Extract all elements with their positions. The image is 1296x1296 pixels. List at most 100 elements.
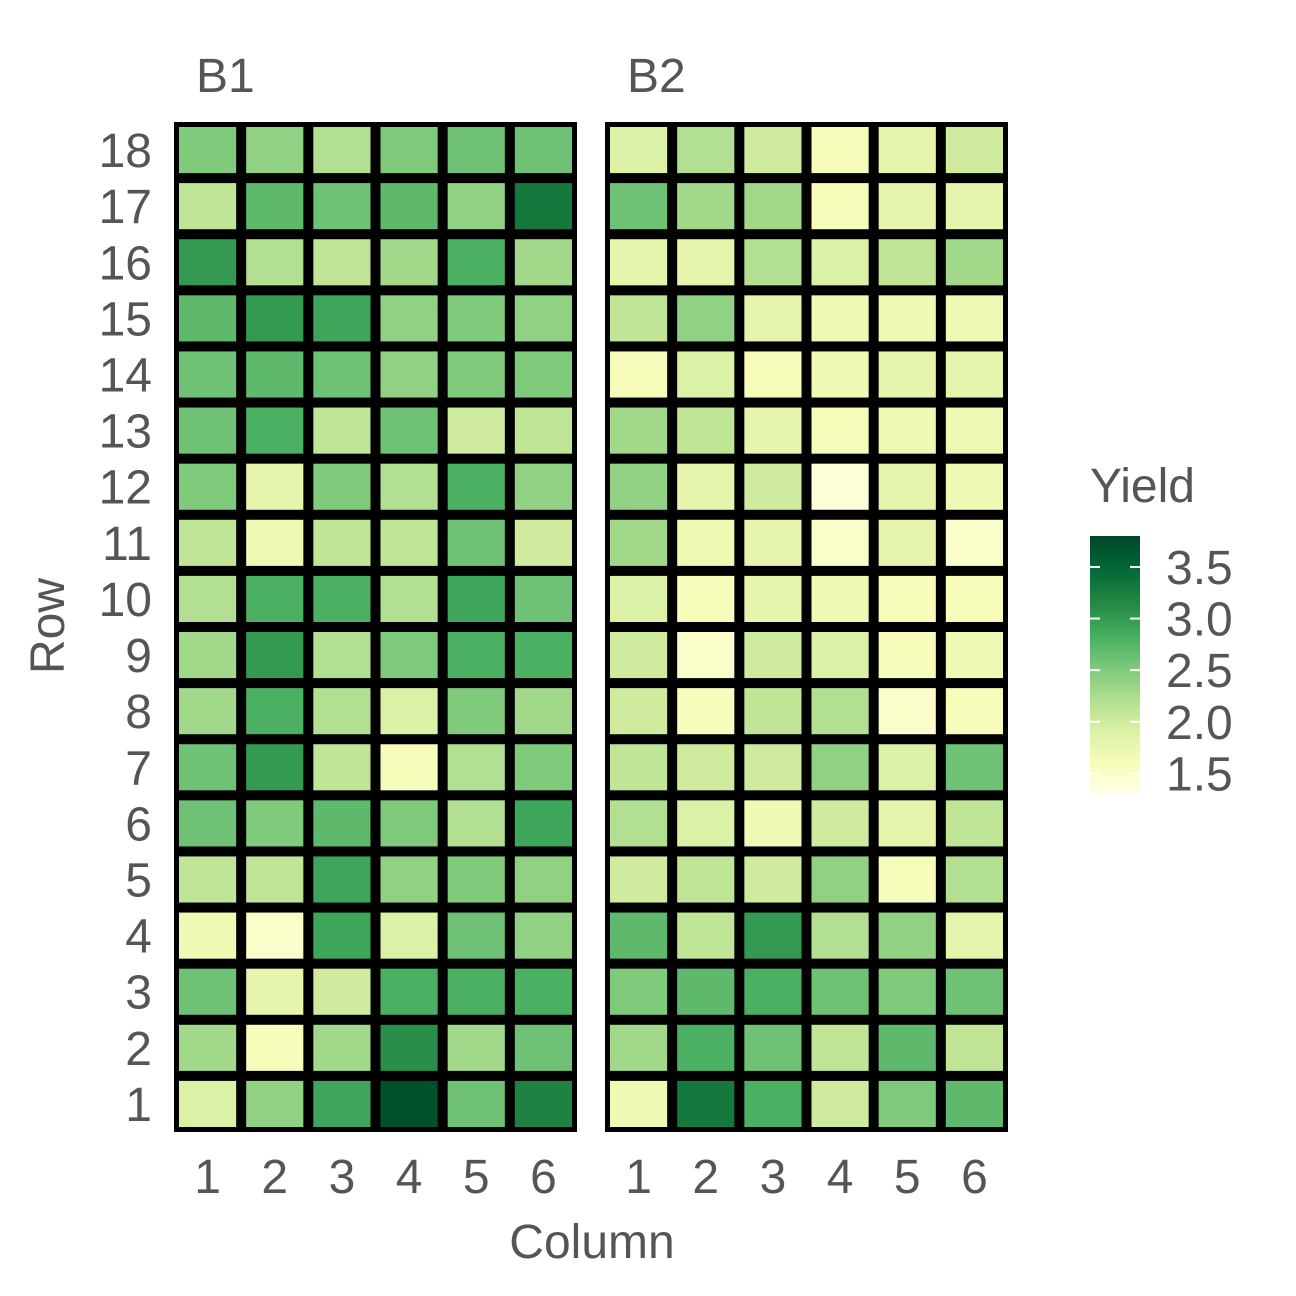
y-tick-label: 17 [99,181,152,234]
heatmap-cell [380,744,438,791]
heatmap-cell [878,1080,936,1127]
heatmap-cell [811,800,869,847]
heatmap-cell [447,351,505,398]
y-tick-label: 16 [99,237,152,290]
heatmap-cell [514,688,572,735]
heatmap-cell [945,463,1003,510]
heatmap-cell [447,463,505,510]
heatmap-cell [447,1024,505,1071]
heatmap-cell [878,295,936,342]
heatmap-cell [246,519,304,566]
heatmap-cell [677,800,735,847]
heatmap-cell [179,1024,237,1071]
heatmap-cell [246,856,304,903]
x-axis-title: Column [509,1216,674,1269]
heatmap-cell [878,183,936,230]
heatmap-cell [313,1080,371,1127]
heatmap-cell [811,1024,869,1071]
heatmap-cell [380,239,438,286]
heatmap-cell [610,1080,668,1127]
y-tick-label: 3 [125,967,152,1020]
heatmap-cell [677,183,735,230]
heatmap-cell [179,183,237,230]
heatmap-cell [514,968,572,1015]
y-tick-label: 15 [99,293,152,346]
heatmap-cell [677,351,735,398]
heatmap-cell [179,295,237,342]
heatmap-cell [246,1024,304,1071]
heatmap-cell [945,575,1003,622]
heatmap-cell [246,407,304,454]
heatmap-cell [313,463,371,510]
heatmap-cell [878,968,936,1015]
heatmap-cell [514,632,572,679]
heatmap-cell [380,407,438,454]
heatmap-cell [744,407,802,454]
heatmap-cell [677,968,735,1015]
heatmap-cell [313,127,371,174]
x-tick-label: 3 [760,1151,787,1204]
heatmap-cell [677,1080,735,1127]
heatmap-cell [514,463,572,510]
heatmap-cell [677,632,735,679]
heatmap-cell [744,463,802,510]
y-tick-label: 14 [99,350,152,403]
panel-label: B1 [196,50,255,103]
heatmap-cell [811,912,869,959]
heatmap-cell [610,463,668,510]
heatmap-cell [313,407,371,454]
heatmap-cell [313,1024,371,1071]
heatmap-cell [179,744,237,791]
x-tick-label: 5 [463,1151,490,1204]
heatmap-cell [878,632,936,679]
heatmap-cell [313,183,371,230]
heatmap-cell [811,1080,869,1127]
heatmap-cell [945,519,1003,566]
heatmap-cell [179,127,237,174]
heatmap-cell [447,912,505,959]
heatmap-cell [811,856,869,903]
heatmap-cell [878,575,936,622]
heatmap-cell [380,463,438,510]
heatmap-cell [246,351,304,398]
panel-background [174,122,577,1132]
heatmap-cell [811,351,869,398]
heatmap-cell [677,575,735,622]
heatmap-cell [380,968,438,1015]
heatmap-cell [878,239,936,286]
heatmap-cell [610,519,668,566]
x-tick-label: 4 [396,1151,423,1204]
heatmap-cell [610,912,668,959]
heatmap-cell [677,856,735,903]
y-axis-title: Row [22,578,75,674]
heatmap-cell [246,295,304,342]
heatmap-cell [313,351,371,398]
heatmap-cell [246,744,304,791]
heatmap-cell [945,183,1003,230]
heatmap-cell [744,575,802,622]
heatmap-cell [179,912,237,959]
heatmap-cell [945,407,1003,454]
heatmap-cell [744,744,802,791]
heatmap-cell [313,800,371,847]
heatmap-cell [514,239,572,286]
heatmap-cell [945,351,1003,398]
heatmap-cell [514,744,572,791]
panel-b1 [174,122,577,1132]
heatmap-cell [447,407,505,454]
heatmap-cell [179,968,237,1015]
heatmap-cell [447,239,505,286]
heatmap-cell [945,1024,1003,1071]
heatmap-cell [945,632,1003,679]
y-tick-label: 12 [99,462,152,515]
heatmap-cell [610,688,668,735]
heatmap-cell [514,1080,572,1127]
heatmap-cell [313,744,371,791]
legend-title: Yield [1090,460,1195,513]
heatmap-cell [246,575,304,622]
heatmap-cell [246,912,304,959]
heatmap-cell [313,239,371,286]
heatmap-cell [313,688,371,735]
y-tick-label: 11 [102,518,152,571]
heatmap-cell [447,744,505,791]
